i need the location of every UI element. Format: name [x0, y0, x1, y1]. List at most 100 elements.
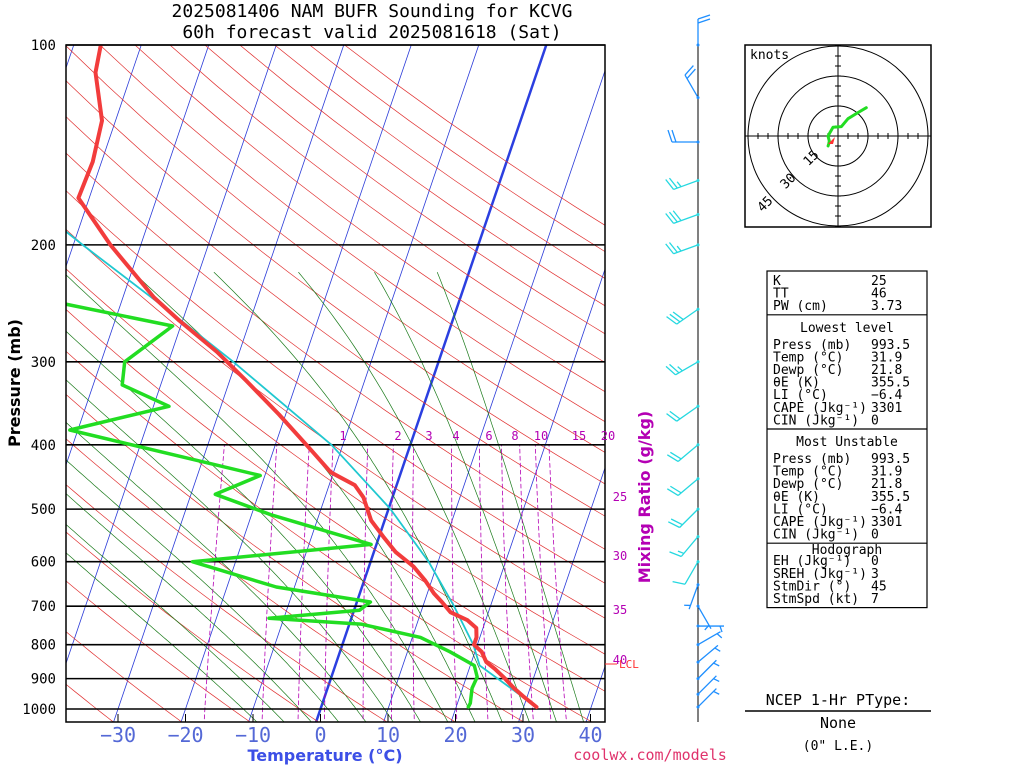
dry-adiabat [66, 438, 456, 722]
table-row-value: 0 [871, 554, 879, 569]
wind-barb-flag [668, 242, 678, 253]
temperature-tick-label: 20 [443, 723, 467, 747]
dry-adiabat [66, 80, 605, 485]
wind-barb-flag [676, 245, 682, 252]
wind-barb-shaft [697, 644, 719, 663]
wind-barb-flag [666, 316, 678, 325]
dry-adiabat [134, 45, 605, 393]
table-row-label: Temp (°C) [773, 465, 843, 480]
table-row-value: 0 [871, 413, 879, 428]
moist-adiabat [66, 379, 394, 722]
table-row-label: CAPE (Jkg⁻¹) [773, 401, 867, 416]
mixing-ratio-line [297, 444, 310, 722]
table-row-label: Dewp (°C) [773, 363, 843, 378]
mixing-ratio-label: 2 [394, 429, 401, 443]
wind-barb-shaft [675, 361, 699, 376]
wind-barb-flag [677, 550, 685, 555]
pressure-tick-label: 500 [31, 502, 56, 518]
dry-adiabat [66, 531, 320, 722]
wind-barb [696, 675, 720, 696]
pressure-tick-label: 900 [31, 672, 56, 688]
moist-adiabat [66, 421, 367, 722]
indices-table: K 25 TT 46 PW (cm) 3.73 Lowest level Press (mb)… [766, 270, 928, 609]
wind-barb-shaft [677, 478, 699, 496]
pressure-tick-label: 800 [31, 638, 56, 654]
moist-adiabat [66, 330, 421, 722]
table-row-value: 3301 [871, 401, 902, 416]
wind-barb [696, 604, 712, 631]
moist-adiabat [374, 272, 557, 722]
wind-barb-flag [666, 488, 679, 496]
wind-barb-shaft [680, 536, 699, 557]
table-row-value: −6.4 [871, 388, 902, 403]
mixing-ratio-label: 20 [601, 429, 615, 443]
wind-barb-flag [668, 211, 678, 223]
wind-barb [684, 65, 700, 100]
wind-barb-shaft [677, 444, 699, 462]
wind-barb [668, 507, 700, 529]
temperature-tick-label: −20 [167, 723, 203, 747]
moist-adiabat [66, 459, 340, 722]
wind-barb [669, 535, 700, 558]
parcel-trace [66, 230, 538, 708]
wind-barb [666, 404, 700, 422]
storm-motion-marker [828, 137, 835, 144]
wind-barb [696, 624, 724, 633]
table-row-label: Press (mb) [773, 452, 851, 467]
mixing-ratio-line [519, 444, 534, 722]
table-row-label: CAPE (Jkg⁻¹) [773, 515, 867, 530]
wind-barb-flag [713, 662, 720, 667]
table-row-label: LI (°C) [773, 502, 828, 517]
table-row-value: 0 [871, 528, 879, 543]
wind-barb-flag [667, 129, 673, 143]
wind-barb-flag [670, 485, 682, 494]
isotherm-line [66, 45, 142, 268]
ptype-header: NCEP 1-Hr PType: [766, 691, 911, 709]
wind-barb-shaft [688, 584, 699, 610]
table-row-label: PW (cm) [773, 299, 828, 314]
wind-barb-flag [704, 624, 710, 631]
moist-adiabat [66, 524, 285, 722]
wind-barb-flag [666, 413, 678, 422]
wind-barb [665, 210, 700, 225]
table-row-label: CIN (Jkg⁻¹) [773, 528, 859, 543]
dewpoint-trace [66, 302, 479, 709]
pressure-ticks: 100 200 300 400 500 600 700 800 900 1000 [22, 38, 56, 718]
table-row-label: θE (K) [773, 490, 820, 505]
isotherm-line [314, 45, 548, 722]
wind-barb-shaft [673, 179, 699, 191]
lcl-label: LCL [619, 658, 639, 671]
wind-barb-shaft [676, 405, 699, 422]
table-row-label: Temp (°C) [773, 350, 843, 365]
table-row-value: 45 [871, 579, 887, 594]
table-row-value: 31.9 [871, 350, 902, 365]
table-row-value: 3.73 [871, 299, 902, 314]
isotherm-line [66, 45, 277, 665]
wind-barb-shaft [673, 244, 699, 255]
wind-barb-flag [671, 129, 677, 143]
mixing-ratio-line [324, 444, 334, 722]
wind-barb-flag [669, 410, 681, 420]
wind-barb-flag [676, 181, 682, 188]
pressure-tick-label: 300 [31, 355, 56, 371]
temperature-tick-label: 10 [376, 723, 400, 747]
table-row-label: SREH (Jkg⁻¹) [773, 567, 867, 582]
dry-adiabat [66, 45, 605, 453]
wind-barb-flag [672, 311, 684, 321]
wind-barb-flag [713, 690, 720, 695]
wind-barb [696, 659, 720, 681]
wind-barb [666, 477, 700, 496]
plot-frame [65, 44, 606, 723]
mixing-ratio-line [390, 444, 394, 722]
mixing-ratio-label: 6 [485, 429, 492, 443]
mixing-ratio-line [203, 444, 225, 722]
wind-barb [696, 631, 723, 647]
pressure-tick-label: 100 [31, 38, 56, 54]
wind-barb [665, 242, 700, 255]
mixing-ratio-label: 8 [511, 429, 518, 443]
dry-adiabat [66, 350, 593, 722]
isotherm-line [518, 466, 605, 722]
wind-barb-shaft [697, 605, 712, 629]
